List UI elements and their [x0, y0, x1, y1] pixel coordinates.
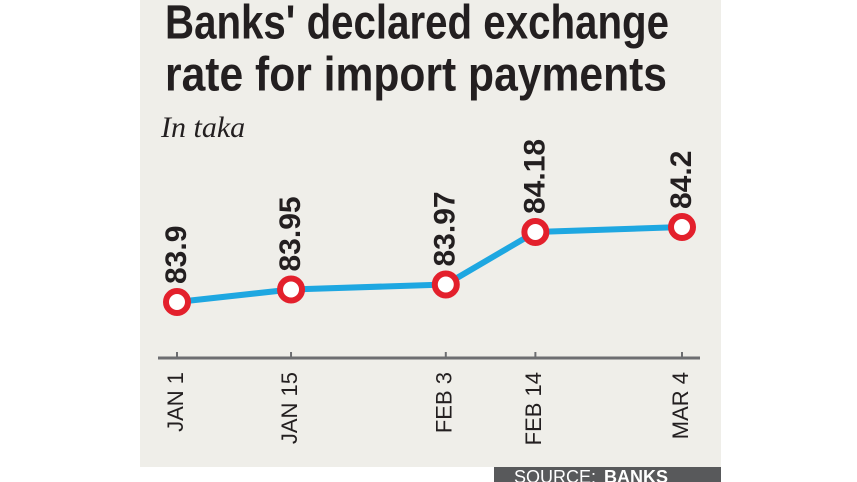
source: SOURCE: BANKS — [514, 467, 668, 482]
marker — [163, 288, 191, 316]
marker — [431, 270, 460, 299]
value-label: 83.9 — [160, 226, 193, 284]
source-label: SOURCE: — [514, 467, 596, 482]
source-name: BANKS — [604, 467, 668, 482]
value-label: 84.2 — [665, 151, 698, 209]
source-box — [494, 467, 721, 482]
marker — [277, 275, 306, 304]
value-label: 83.95 — [274, 196, 307, 271]
x-tick-label: JAN 15 — [277, 372, 302, 444]
x-tick-label: MAR 4 — [668, 372, 693, 439]
panel — [140, 0, 721, 467]
marker — [668, 213, 696, 241]
marker — [521, 218, 550, 246]
chart-title: Banks' declared exchange — [165, 0, 669, 50]
chart-title: rate for import payments — [165, 49, 667, 102]
x-tick-label: FEB 14 — [521, 372, 546, 445]
x-tick-label: JAN 1 — [163, 372, 188, 432]
value-label: 83.97 — [429, 191, 462, 266]
chart-subtitle: In taka — [160, 111, 245, 144]
x-tick-label: FEB 3 — [432, 372, 457, 433]
value-label: 84.18 — [518, 139, 551, 214]
